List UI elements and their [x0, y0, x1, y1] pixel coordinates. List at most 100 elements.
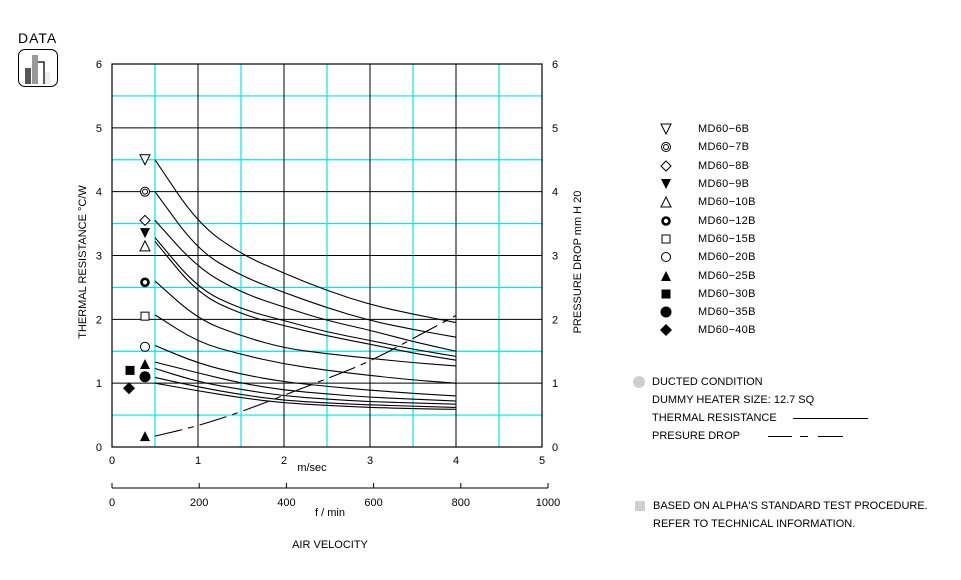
- curve-md60-8b: [154, 220, 457, 352]
- heater-size: DUMMY HEATER SIZE: 12.7 SQ: [652, 394, 815, 406]
- x-tick: 2: [281, 455, 287, 467]
- legend-item: MD60−30B: [656, 285, 756, 303]
- pressure-drop-key: PRESURE DROP: [652, 430, 741, 442]
- legend-item: MD60−25B: [656, 266, 756, 284]
- x-axis-unit-msec: m/sec: [297, 462, 327, 474]
- y-tick-left: 3: [96, 251, 102, 263]
- y-tick-right: 0: [552, 442, 558, 454]
- y-tick-right: 3: [552, 251, 558, 263]
- triangle-down-open-icon: [660, 123, 672, 136]
- y-tick-left: 6: [96, 59, 102, 71]
- marker-md60-7b: [140, 186, 150, 197]
- x-tick: 1: [195, 455, 201, 467]
- y-tick-right: 4: [552, 187, 558, 199]
- test-conditions: DUCTED CONDITION DUMMY HEATER SIZE: 12.7…: [633, 373, 868, 445]
- legend: MD60−6B MD60−7B MD60−8B MD60−9B MD60−10B MD60…: [656, 120, 756, 340]
- x-secondary-tick: 800: [452, 497, 470, 509]
- y-tick-left: 2: [96, 314, 102, 326]
- legend-item: MD60−20B: [656, 248, 756, 266]
- x-secondary-tick: 400: [277, 497, 295, 509]
- x-tick: 5: [539, 455, 545, 467]
- curve-md60-20b: [154, 344, 457, 397]
- legend-label: MD60−40B: [698, 324, 756, 337]
- pressure-drop-curve: [154, 315, 457, 437]
- legend-item: MD60−35B: [656, 303, 756, 321]
- legend-item: MD60−40B: [656, 321, 756, 339]
- solid-line-icon: [792, 417, 868, 419]
- legend-label: MD60−35B: [698, 306, 756, 319]
- circle-filled-icon: [660, 306, 672, 318]
- legend-item: MD60−7B: [656, 138, 756, 156]
- x-axis-unit-fmin: f / min: [315, 507, 345, 519]
- double-circle-icon: [661, 142, 671, 153]
- y-tick-left: 5: [96, 123, 102, 135]
- curve-md60-6b: [154, 159, 457, 324]
- marker-md60-35b: [139, 371, 151, 383]
- marker-md60-6b: [139, 154, 151, 166]
- legend-item: MD60−12B: [656, 211, 756, 229]
- y-tick-right: 1: [552, 378, 558, 390]
- legend-label: MD60−9B: [698, 178, 750, 191]
- square-open-icon: [661, 234, 671, 244]
- legend-item: MD60−10B: [656, 193, 756, 211]
- y-tick-right: 2: [552, 314, 558, 326]
- square-filled-icon: [661, 289, 671, 299]
- legend-label: MD60−12B: [698, 214, 756, 227]
- y-axis-left-title: THERMAL RESISTANCE °C/W: [77, 185, 89, 339]
- series-markers: [123, 154, 151, 442]
- legend-label: MD60−6B: [698, 123, 750, 136]
- triangle-down-filled-icon: [661, 179, 671, 190]
- y-tick-left: 0: [96, 442, 102, 454]
- triangle-up-filled-icon: [661, 270, 671, 281]
- y-axis-right-title: PRESSURE DROP mm H 20: [572, 191, 584, 334]
- y-tick-left: 4: [96, 187, 102, 199]
- circle-open-icon: [661, 252, 671, 263]
- y-tick-right: 5: [552, 123, 558, 135]
- thermal-resistance-key: THERMAL RESISTANCE: [652, 412, 777, 424]
- footnote-line1: BASED ON ALPHA'S STANDARD TEST PROCEDURE…: [653, 500, 928, 512]
- axis-labels: m/sec f / min AIR VELOCITY THERMAL RESIS…: [77, 59, 584, 551]
- marker-md60-40b: [123, 382, 135, 395]
- dashed-line-icon: [768, 435, 844, 437]
- legend-label: MD60−15B: [698, 232, 756, 245]
- x-tick: 3: [367, 455, 373, 467]
- legend-label: MD60−10B: [698, 196, 756, 209]
- legend-label: MD60−30B: [698, 287, 756, 300]
- bar-chart-icon: [18, 49, 58, 87]
- marker-pressure-drop: [140, 431, 150, 442]
- legend-item: MD60−9B: [656, 175, 756, 193]
- x-axis-title: AIR VELOCITY: [292, 539, 368, 551]
- x-secondary-tick: 0: [109, 497, 115, 509]
- x-tick: 4: [453, 455, 459, 467]
- gray-square-icon: [635, 501, 645, 511]
- triangle-up-open-icon: [660, 196, 672, 208]
- chart-grid: [111, 63, 543, 448]
- marker-md60-20b: [140, 341, 150, 352]
- thermal-curves: [154, 159, 457, 437]
- logo-title: DATA: [18, 30, 58, 46]
- marker-md60-8b: [139, 214, 151, 227]
- curve-md60-30b: [154, 367, 457, 405]
- legend-item: MD60−6B: [656, 120, 756, 138]
- x-secondary-tick: 1000: [536, 497, 560, 509]
- curve-md60-10b: [154, 241, 457, 361]
- marker-md60-25b: [140, 359, 150, 370]
- footnote-line2: REFER TO TECHNICAL INFORMATION.: [653, 518, 856, 530]
- x-secondary-tick: 200: [190, 497, 208, 509]
- ducted-condition: DUCTED CONDITION: [652, 376, 763, 388]
- data-logo: DATA: [18, 30, 58, 87]
- marker-md60-12b: [140, 277, 150, 288]
- curve-md60-12b: [154, 280, 457, 367]
- curve-md60-9b: [154, 237, 457, 357]
- ring-thick-icon: [661, 215, 671, 226]
- legend-label: MD60−7B: [698, 141, 750, 154]
- y-tick-left: 1: [96, 378, 102, 390]
- legend-label: MD60−20B: [698, 251, 756, 264]
- marker-md60-10b: [139, 239, 151, 252]
- curve-md60-7b: [154, 191, 457, 338]
- x-tick: 0: [109, 455, 115, 467]
- legend-item: MD60−8B: [656, 157, 756, 175]
- curve-md60-35b: [154, 376, 457, 408]
- marker-md60-9b: [140, 228, 150, 239]
